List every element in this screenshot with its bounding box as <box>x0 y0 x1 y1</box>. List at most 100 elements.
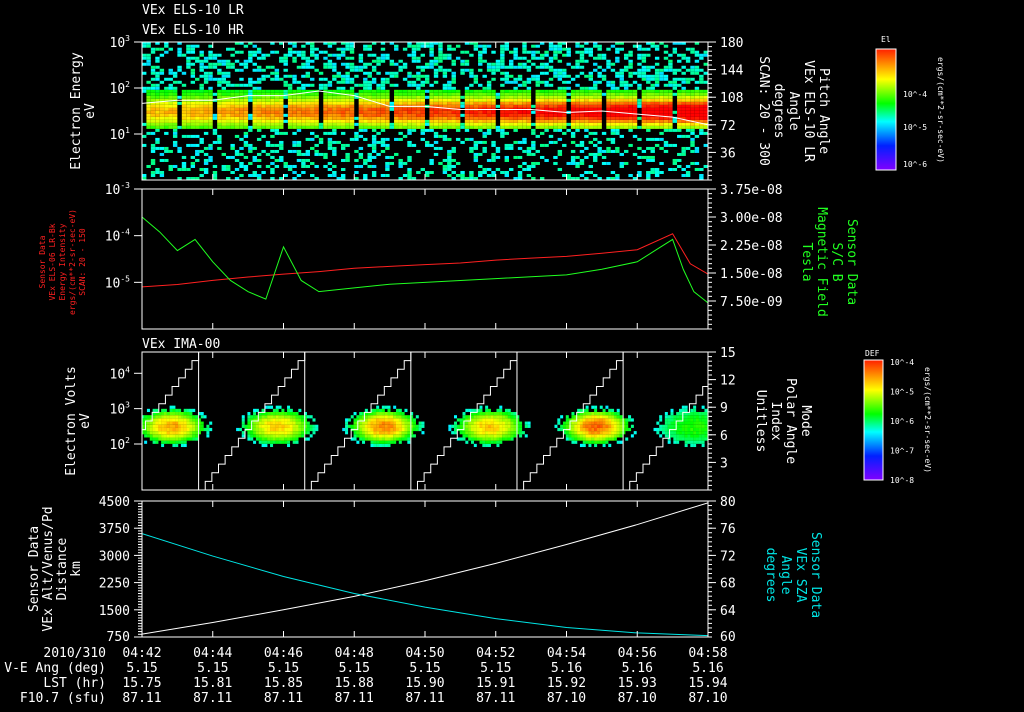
spectrogram-cell <box>180 424 184 428</box>
spectrogram-cell <box>301 56 306 60</box>
spectrogram-cell <box>509 80 514 84</box>
spectrogram-cell <box>565 431 569 435</box>
spectrogram-cell <box>596 431 600 435</box>
spectrogram-cell <box>234 158 240 162</box>
spectrogram-cell <box>703 71 708 75</box>
spectrogram-cell <box>243 62 249 66</box>
spectrogram-cell <box>261 116 266 120</box>
spectrogram-cell <box>597 113 602 117</box>
spectrogram-cell <box>281 421 285 425</box>
spectrogram-cell <box>270 149 275 153</box>
spectrogram-cell <box>203 89 209 93</box>
spectrogram-cell <box>190 71 196 75</box>
spectrogram-cell <box>574 431 578 435</box>
spectrogram-cell <box>420 113 425 117</box>
spectrogram-cell <box>379 443 383 448</box>
spectrogram-cell <box>451 116 456 120</box>
spectrogram-cell <box>486 125 492 129</box>
spectrogram-cell <box>243 101 249 105</box>
spectrogram-cell <box>142 71 147 75</box>
spectrogram-cell <box>641 119 647 123</box>
spectrogram-cell <box>615 113 620 117</box>
spectrogram-cell <box>667 415 671 419</box>
spectrogram-cell <box>616 434 620 438</box>
spectrogram-cell <box>539 62 545 66</box>
spectrogram-cell <box>455 128 461 132</box>
spectrogram-cell <box>562 92 567 96</box>
spectrogram-cell <box>373 443 377 448</box>
spectrogram-cell <box>363 83 368 87</box>
spectrogram-cell <box>416 59 421 63</box>
spectrogram-cell <box>261 89 266 93</box>
spectrogram-cell <box>239 173 244 177</box>
spectrogram-cell <box>358 56 364 60</box>
spectrogram-cell <box>517 101 523 105</box>
spectrogram-cell <box>544 158 549 162</box>
spectrogram-cell <box>662 424 666 428</box>
spectrogram-cell <box>150 47 156 51</box>
spectrogram-cell <box>641 98 647 102</box>
spectrogram-cell <box>684 440 688 444</box>
spectrogram-cell <box>509 116 514 120</box>
spectrogram-cell <box>676 418 680 422</box>
spectrogram-cell <box>677 53 682 57</box>
spectrogram-cell <box>190 110 196 114</box>
spectrogram-cell <box>258 437 262 441</box>
spectrogram-cell <box>323 89 328 93</box>
spectrogram-cell <box>566 173 571 177</box>
spectrogram-cell <box>687 427 691 432</box>
spectrogram-cell <box>239 42 244 45</box>
spectrogram-cell <box>557 50 563 54</box>
spectrogram-cell <box>380 107 386 111</box>
spectrogram-cell <box>345 71 350 75</box>
spectrogram-cell <box>274 128 280 132</box>
spectrogram-cell <box>402 119 408 123</box>
spectrogram-cell <box>487 412 491 416</box>
spectrogram-cell <box>619 119 624 123</box>
spectrogram-cell <box>150 86 156 90</box>
spectrogram-cell <box>264 424 268 428</box>
spectrogram-cell <box>370 434 374 438</box>
spectrogram-cell <box>301 434 305 438</box>
spectrogram-cell <box>289 412 293 416</box>
spectrogram-cell <box>287 421 291 425</box>
spectrogram-cell <box>713 428 716 431</box>
spectrogram-cell <box>243 59 249 63</box>
spectrogram-cell <box>500 83 505 87</box>
spectrogram-cell <box>371 59 377 63</box>
spectrogram-cell <box>241 431 245 435</box>
spectrogram-cell <box>650 101 655 105</box>
spectrogram-cell <box>490 412 494 416</box>
spectrogram-cell <box>650 155 655 159</box>
spectrogram-cell <box>504 98 509 102</box>
spectrogram-cell <box>327 62 333 66</box>
spectrogram-cell <box>433 119 439 123</box>
spectrogram-cell <box>454 427 458 432</box>
spectrogram-cell <box>395 421 399 425</box>
spectrogram-cell <box>557 418 561 422</box>
spectrogram-cell <box>370 424 374 428</box>
spectrogram-cell <box>513 65 518 69</box>
spectrogram-cell <box>672 77 678 81</box>
spectrogram-cell <box>393 427 397 432</box>
spectrogram-cell <box>371 149 377 153</box>
spectrogram-cell <box>287 125 293 129</box>
spectrogram-cell <box>274 158 280 162</box>
spectrogram-cell <box>379 434 383 438</box>
colorbar1-tick-label: 10^-6 <box>903 160 927 169</box>
spectrogram-cell <box>571 440 575 444</box>
spectrogram-cell <box>493 412 497 416</box>
spectrogram-cell <box>283 74 288 78</box>
spectrogram-cell <box>703 131 708 135</box>
spectrogram-cell <box>672 116 678 120</box>
spectrogram-cell <box>588 74 594 78</box>
spectrogram-cell <box>146 415 150 419</box>
spectrogram-cell <box>376 122 381 126</box>
spectrogram-cell <box>278 421 282 425</box>
y2tick-label: 12 <box>720 374 736 389</box>
spectrogram-cell <box>667 418 671 422</box>
spectrogram-cell <box>646 89 651 93</box>
colorbar1-tick-label: 10^-4 <box>903 90 927 99</box>
spectrogram-cell <box>664 434 668 438</box>
spectrogram-cell <box>203 119 209 123</box>
